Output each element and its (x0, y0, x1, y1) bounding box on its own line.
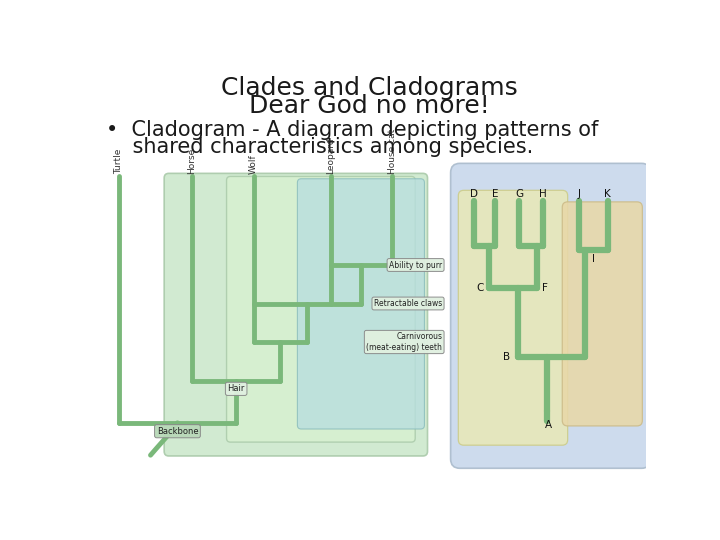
FancyBboxPatch shape (562, 202, 642, 426)
Text: F: F (541, 283, 547, 293)
Text: Hair: Hair (228, 384, 245, 393)
Text: House cat: House cat (387, 129, 397, 174)
Text: J: J (577, 189, 581, 199)
Text: I: I (592, 254, 595, 264)
FancyBboxPatch shape (451, 164, 651, 468)
Text: H: H (539, 189, 547, 199)
Text: shared characteristics among species.: shared characteristics among species. (106, 137, 533, 157)
Text: Dear God no more!: Dear God no more! (248, 94, 490, 118)
Text: Horse: Horse (187, 148, 197, 174)
Text: Carnivorous
(meat-eating) teeth: Carnivorous (meat-eating) teeth (366, 332, 442, 352)
Text: Leopard: Leopard (326, 138, 335, 174)
Text: Clades and Cladograms: Clades and Cladograms (220, 76, 518, 100)
Text: K: K (604, 189, 611, 199)
FancyBboxPatch shape (297, 179, 425, 429)
Text: Wolf: Wolf (249, 154, 258, 174)
Text: Turtle: Turtle (114, 148, 123, 174)
Text: G: G (515, 189, 523, 199)
Text: D: D (469, 189, 478, 199)
Text: Retractable claws: Retractable claws (374, 299, 442, 308)
Text: A: A (545, 420, 552, 430)
Text: C: C (476, 283, 484, 293)
Text: E: E (492, 189, 498, 199)
FancyBboxPatch shape (164, 173, 428, 456)
Text: Ability to purr: Ability to purr (389, 260, 442, 269)
Text: •  Cladogram - A diagram depicting patterns of: • Cladogram - A diagram depicting patter… (106, 120, 598, 140)
Text: Backbone: Backbone (157, 427, 198, 436)
FancyBboxPatch shape (459, 190, 567, 445)
FancyBboxPatch shape (227, 177, 415, 442)
Text: B: B (503, 353, 510, 362)
